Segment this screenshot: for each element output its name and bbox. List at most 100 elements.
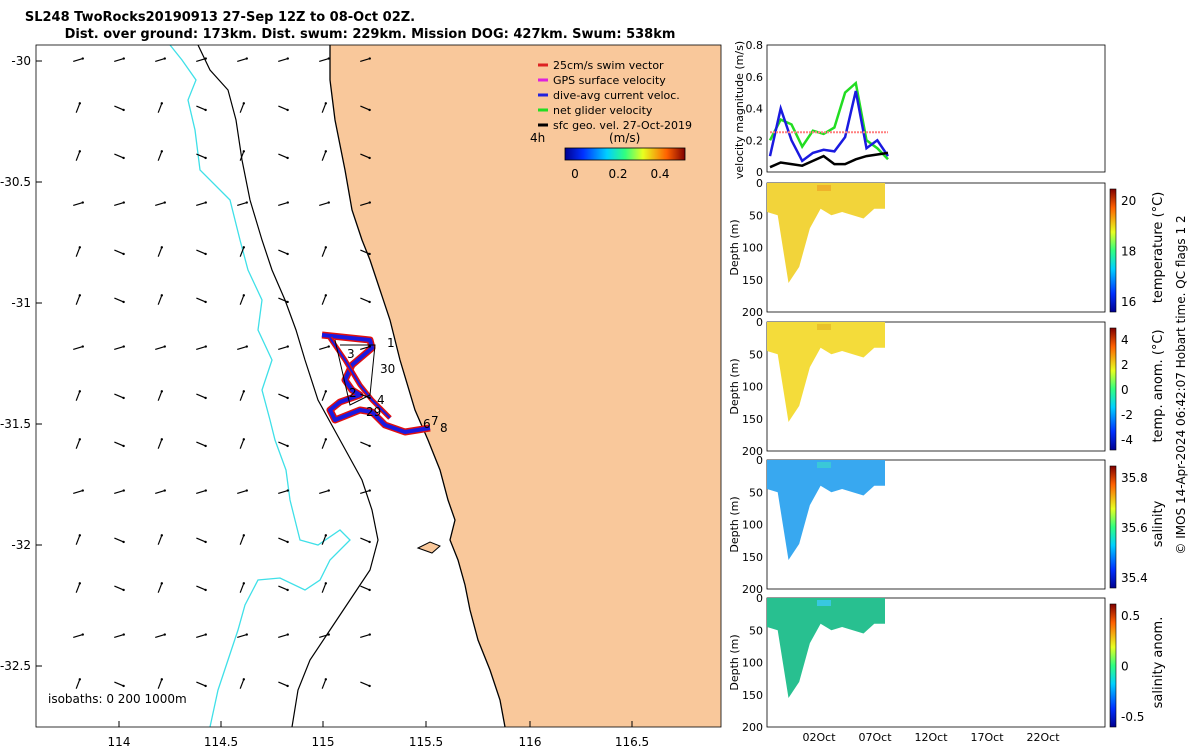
current-arrow-head <box>160 438 164 441</box>
current-arrow <box>319 57 329 63</box>
depth-tick-label: 0 <box>756 316 763 329</box>
depth-tick-label: 150 <box>742 551 763 564</box>
current-arrow-head <box>368 684 371 688</box>
current-arrow-head <box>122 633 125 636</box>
current-arrow-head <box>160 390 164 393</box>
time-tick-label: 22Oct <box>1026 731 1060 744</box>
current-arrow-head <box>204 345 207 348</box>
current-arrow <box>75 103 81 113</box>
current-arrow <box>114 201 124 207</box>
current-arrow <box>239 439 245 449</box>
depth-tick-label: 50 <box>749 486 763 499</box>
current-arrow-head <box>324 582 328 585</box>
current-arrow-head <box>286 396 289 400</box>
current-arrow-head <box>368 252 371 256</box>
current-arrow <box>196 105 206 111</box>
current-arrow <box>360 393 370 399</box>
velocity-panel: 0 0.2 0.4 0.6 0.8 velocity magnitude (m/s) <box>733 39 1106 179</box>
current-arrow <box>319 489 329 495</box>
colorbar-label: salinity anom. <box>1151 617 1166 709</box>
lat-tick-label: -30.5 <box>0 175 31 189</box>
map-colorbar-tick: 0.2 <box>608 167 627 181</box>
current-arrow <box>114 105 124 111</box>
section-fill <box>767 460 885 560</box>
current-arrow-head <box>204 201 207 204</box>
section-feature <box>817 462 831 468</box>
current-arrow-head <box>368 156 371 160</box>
velocity-series-line <box>769 151 889 169</box>
current-arrow <box>237 633 247 639</box>
colorbar-label: salinity <box>1151 500 1166 547</box>
current-arrow <box>73 633 83 639</box>
lat-tick-label: -31.5 <box>0 417 31 431</box>
current-arrow <box>360 153 370 159</box>
current-arrow-head <box>368 489 371 492</box>
current-arrow <box>196 585 206 591</box>
colorbar-tick-label: 4 <box>1121 333 1129 347</box>
current-arrow-head <box>324 150 328 153</box>
current-arrow <box>360 537 370 543</box>
current-arrow <box>75 247 81 257</box>
current-arrow <box>321 295 327 305</box>
colorbar-label: temperature (°C) <box>1151 192 1166 304</box>
colorbar-tick-label: 16 <box>1121 295 1136 309</box>
depth-tick-label: 50 <box>749 348 763 361</box>
depth-tick-label: 150 <box>742 274 763 287</box>
current-arrow-head <box>204 633 207 636</box>
current-arrow <box>278 537 288 543</box>
current-arrow <box>278 105 288 111</box>
time-tick-label: 02Oct <box>802 731 836 744</box>
legend-entry: sfc geo. vel. 27-Oct-2019 <box>553 119 692 132</box>
current-arrow <box>321 391 327 401</box>
current-arrow-head <box>204 540 207 544</box>
current-arrow <box>155 57 165 63</box>
lon-tick-label: 114.5 <box>204 735 238 749</box>
current-arrow <box>239 247 245 257</box>
current-arrow <box>237 201 247 207</box>
colorbar-tick-label: 35.8 <box>1121 471 1148 485</box>
map-latitude-axis: -30 -30.5 -31 -31.5 -32 -32.5 <box>0 54 42 673</box>
section-panel: 0 50 100 150 200 Depth (m) 35.4 35.6 35.8 salinit… <box>728 454 1166 596</box>
lon-tick-label: 116.5 <box>615 735 649 749</box>
current-arrow-head <box>204 156 207 160</box>
current-arrow <box>196 441 206 447</box>
current-arrow <box>114 345 124 351</box>
current-arrow-head <box>204 252 207 256</box>
current-arrow-head <box>78 150 82 153</box>
current-arrow-head <box>160 534 164 537</box>
land-area <box>330 45 721 727</box>
current-arrow-head <box>368 540 371 544</box>
current-arrow <box>157 103 163 113</box>
current-arrow <box>196 633 206 639</box>
current-arrow-head <box>327 633 330 636</box>
current-arrow-head <box>368 588 371 592</box>
current-arrow-head <box>78 678 82 681</box>
depth-tick-label: 100 <box>742 381 763 394</box>
current-arrow-head <box>286 300 289 304</box>
current-arrow-head <box>81 57 84 60</box>
current-arrow-head <box>286 633 289 636</box>
current-arrow-head <box>204 684 207 688</box>
current-arrow-head <box>163 489 166 492</box>
current-arrow-head <box>368 57 371 60</box>
current-arrow <box>360 633 370 639</box>
colorbar-tick-label: 0.5 <box>1121 609 1140 623</box>
current-arrow <box>360 297 370 303</box>
section-panel: 0 50 100 150 200 Depth (m) 16 18 20 temperature (… <box>728 177 1166 319</box>
depth-tick-label: 100 <box>742 242 763 255</box>
track-label: 4 <box>377 393 385 407</box>
current-arrow <box>319 345 329 351</box>
colorbar-tick-label: 18 <box>1121 245 1136 259</box>
current-arrow <box>239 103 245 113</box>
current-arrow <box>75 583 81 593</box>
colorbar-tick-label: 35.4 <box>1121 571 1148 585</box>
velocity-tick-label: 0 <box>756 166 763 179</box>
current-arrow <box>155 345 165 351</box>
depth-ylabel: Depth (m) <box>728 358 741 414</box>
map-panel: 1 2 3 4 6 7 8 29 30 25cm/s swim vector GPS surfac… <box>36 45 721 727</box>
depth-ylabel: Depth (m) <box>728 219 741 275</box>
track-label: 6 <box>423 417 431 431</box>
current-arrow <box>321 439 327 449</box>
current-arrow-head <box>122 684 125 688</box>
current-arrow-head <box>324 438 328 441</box>
